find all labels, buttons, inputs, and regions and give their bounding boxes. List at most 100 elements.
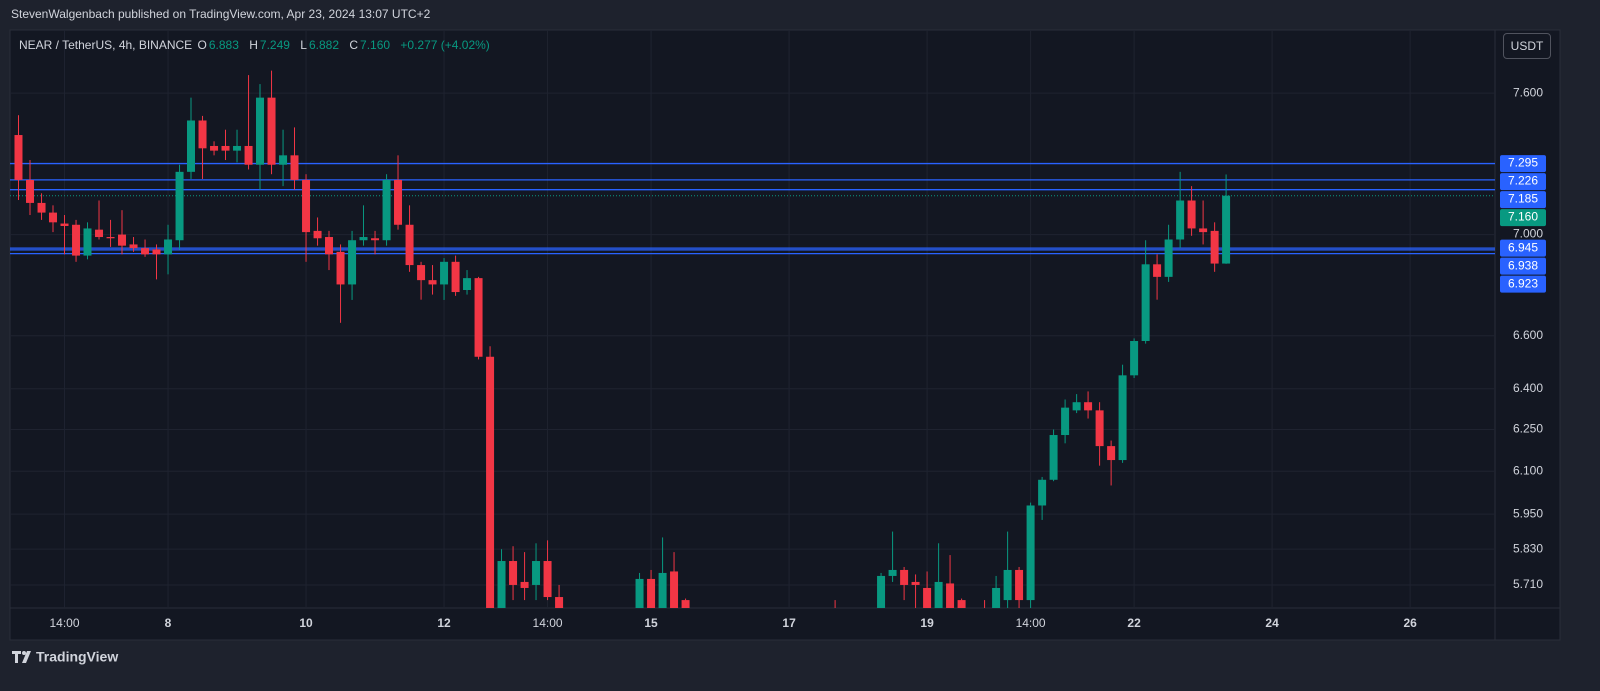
candle-body (95, 229, 104, 238)
candle-body (1095, 410, 1104, 447)
y-tick-label: 7.600 (1513, 85, 1543, 99)
price-label: 7.185 (1508, 192, 1538, 206)
candle-body (152, 249, 161, 255)
candle-body (221, 145, 230, 151)
candle-body (635, 578, 644, 608)
candle-body (1153, 264, 1162, 277)
x-tick-label: 14:00 (49, 616, 79, 630)
candle-body (267, 97, 276, 165)
y-tick-label: 6.250 (1513, 422, 1543, 436)
candle-body (313, 230, 322, 239)
candle-body (1187, 200, 1196, 229)
candle-body (934, 581, 943, 608)
candle-body (532, 561, 541, 585)
currency-button[interactable]: USDT (1503, 33, 1551, 59)
close-label: C (349, 38, 359, 52)
candles (14, 70, 1231, 608)
candle-body (555, 597, 564, 608)
close-value: 7.160 (360, 38, 391, 52)
x-tick-label: 17 (782, 616, 796, 630)
candle-body (198, 120, 207, 149)
candle-body (923, 587, 932, 608)
y-tick-label: 6.600 (1513, 328, 1543, 342)
low-value: 6.882 (308, 38, 340, 52)
candle-body (1003, 569, 1012, 601)
candle-body (1118, 375, 1127, 461)
low-label: L (300, 38, 307, 52)
axes: 7.600 7.000 6.600 6.400 6.250 6.100 5.950 5.830… (49, 85, 1546, 630)
candle-body (187, 120, 196, 172)
y-tick-label: 6.100 (1513, 463, 1543, 477)
price-label-box (1500, 257, 1546, 275)
candle-body (670, 571, 679, 608)
candle-body (486, 356, 495, 608)
brand-logo (12, 651, 31, 663)
change: +0.277 (+4.02%) (400, 38, 490, 52)
candle-body (106, 237, 115, 239)
candle-body (497, 561, 506, 608)
candle-body (164, 239, 173, 255)
x-tick-label: 14:00 (1016, 616, 1046, 630)
candle-body (175, 171, 184, 241)
x-tick-label: 24 (1265, 616, 1279, 630)
x-tick-label: 8 (165, 616, 172, 630)
open-value: 6.883 (208, 38, 239, 52)
price-label-box (1500, 191, 1546, 209)
candle-body (325, 237, 334, 255)
price-label-box (1500, 209, 1546, 227)
candle-body (290, 155, 299, 180)
candle-body (440, 261, 449, 285)
candle-body (72, 224, 81, 256)
candle-body (1199, 228, 1208, 233)
candle-body (233, 145, 242, 151)
candle-body (509, 561, 518, 585)
candle-body (681, 600, 690, 608)
price-label: 7.160 (1508, 210, 1538, 224)
candle-body (256, 97, 265, 165)
candle-body (14, 135, 23, 180)
symbol-legend: NEAR / TetherUS, 4h, BINANCE O 6.883 H 7.2… (19, 38, 497, 52)
candle-body (658, 572, 667, 608)
candle-body (141, 248, 150, 255)
candle-body (1084, 402, 1093, 411)
price-label: 6.923 (1508, 276, 1538, 290)
candle-body (279, 155, 288, 165)
candle-body (83, 228, 92, 256)
y-tick-label: 5.950 (1513, 506, 1543, 520)
y-tick-label: 6.400 (1513, 381, 1543, 395)
candle-body (520, 581, 529, 588)
x-tick-label: 26 (1403, 616, 1417, 630)
publisher-line: StevenWalgenbach published on TradingVie… (11, 7, 431, 21)
price-label: 7.295 (1508, 156, 1538, 170)
candle-body (992, 587, 1001, 608)
candle-body (302, 179, 311, 233)
candle-body (1176, 200, 1185, 240)
candle-body (911, 581, 920, 585)
open-label: O (197, 38, 207, 52)
candle-body (382, 179, 391, 241)
chart-pane (9, 29, 1561, 641)
candle-body (210, 145, 219, 151)
x-tick-label: 15 (644, 616, 658, 630)
candle-body (1107, 446, 1116, 461)
candle-body (394, 179, 403, 225)
candle-body (60, 223, 69, 226)
candle-body (1061, 407, 1070, 436)
candle-body (463, 278, 472, 291)
candle-body (48, 212, 57, 223)
price-label: 7.226 (1508, 174, 1538, 188)
candle-body (417, 265, 426, 281)
candle-body (888, 569, 897, 576)
candle-body (1026, 505, 1035, 601)
high-label: H (249, 38, 258, 52)
candle-body (543, 561, 552, 598)
x-tick-label: 22 (1127, 616, 1141, 630)
price-label-box (1500, 173, 1546, 191)
y-tick-label: 5.830 (1513, 541, 1543, 555)
price-label: 6.945 (1508, 240, 1538, 254)
x-tick-label: 14:00 (533, 616, 563, 630)
candle-body (37, 202, 46, 213)
candle-body (1038, 479, 1047, 506)
candle-body (1072, 402, 1081, 411)
